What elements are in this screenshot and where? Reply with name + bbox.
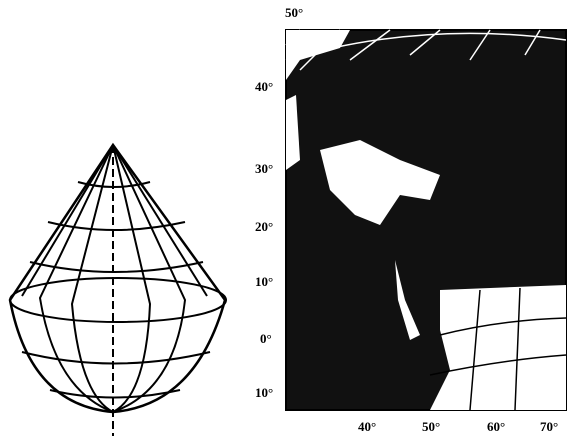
- lon-label: 40°: [358, 419, 376, 434]
- cone-illustration: [10, 145, 226, 436]
- lon-label: 70°: [540, 419, 558, 434]
- lat-label: 0°: [260, 331, 272, 346]
- lat-label: 20°: [255, 219, 273, 234]
- lat-label: 10°: [255, 274, 273, 289]
- lat-label: 10°: [255, 385, 273, 400]
- lon-label: 50°: [422, 419, 440, 434]
- lat-label: 40°: [255, 79, 273, 94]
- lat-label: 50°: [285, 5, 303, 20]
- lat-label: 30°: [255, 161, 273, 176]
- lon-labels: 40° 50° 60° 70°: [358, 419, 558, 434]
- lon-label: 60°: [487, 419, 505, 434]
- map: [286, 30, 566, 410]
- figure: 50° 40° 30° 20° 10° 0° 10° 40° 50° 60° 7…: [0, 0, 569, 441]
